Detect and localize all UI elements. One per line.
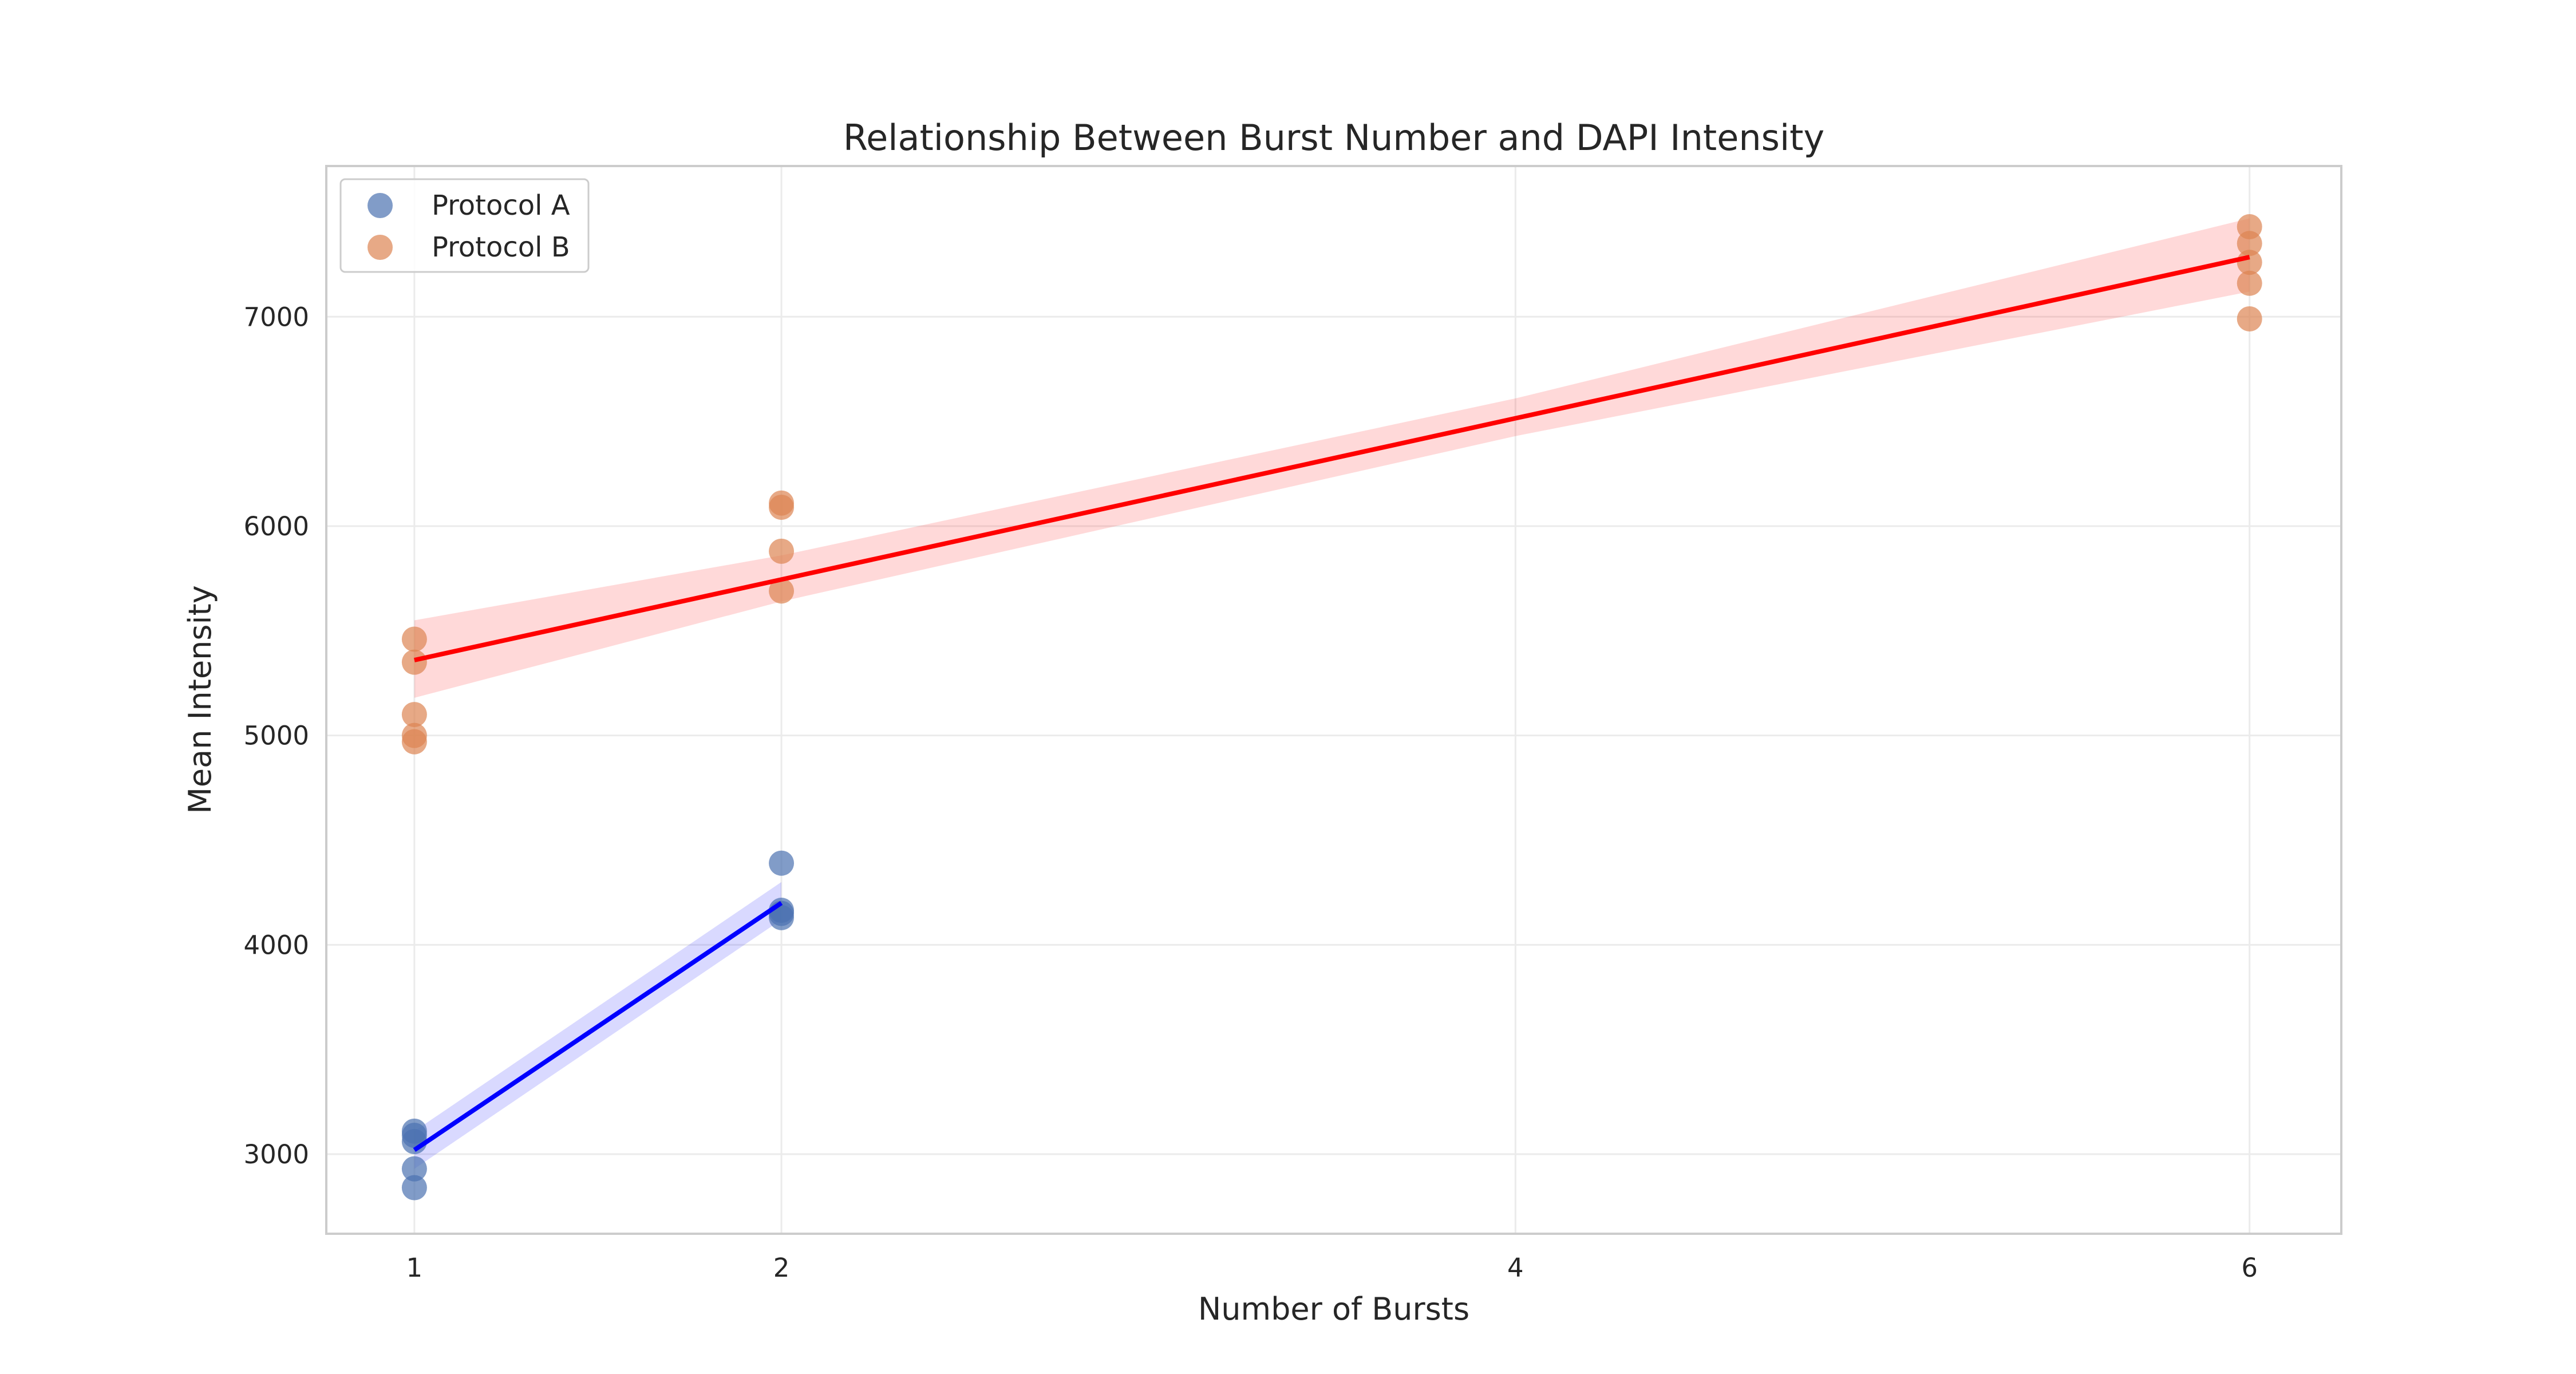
y-tick-label: 7000 <box>243 302 309 332</box>
y-axis-label: Mean Intensity <box>182 585 218 814</box>
data-point-protocol-a <box>401 1175 427 1201</box>
regression-lines <box>413 255 2250 1152</box>
data-point-protocol-a <box>401 1156 427 1182</box>
y-tick-label: 5000 <box>243 721 309 751</box>
data-point-protocol-b <box>769 538 795 564</box>
data-point-protocol-a <box>769 905 795 930</box>
tick-labels: 1 2 4 6 3000 4000 5000 6000 7000 <box>243 302 2258 1283</box>
x-tick-label: 1 <box>406 1253 423 1283</box>
legend-box <box>339 178 590 273</box>
x-tick-label: 4 <box>1507 1253 1524 1283</box>
regression-line-protocol-b <box>414 255 2250 662</box>
y-tick-label: 4000 <box>243 930 309 960</box>
data-points <box>401 214 2262 1201</box>
y-tick-label: 6000 <box>243 511 309 542</box>
data-point-protocol-b <box>401 649 427 675</box>
data-point-protocol-b <box>2237 231 2262 256</box>
y-tick-label: 3000 <box>243 1139 309 1170</box>
data-point-protocol-b <box>401 626 427 652</box>
legend-label-protocol-b: Protocol B <box>432 231 570 263</box>
legend-marker-protocol-b <box>368 235 393 260</box>
x-tick-label: 6 <box>2241 1253 2258 1283</box>
x-axis-label: Number of Bursts <box>1198 1291 1469 1327</box>
data-point-protocol-b <box>2237 250 2262 275</box>
chart-title: Relationship Between Burst Number and DA… <box>843 117 1824 159</box>
data-point-protocol-b <box>401 702 427 728</box>
data-point-protocol-a <box>769 850 795 876</box>
data-point-protocol-b <box>2237 270 2262 296</box>
regression-line-protocol-a <box>413 901 783 1152</box>
data-point-protocol-b <box>2237 306 2262 331</box>
legend-marker-protocol-a <box>368 193 393 218</box>
plot-area <box>326 166 2341 1234</box>
data-point-protocol-b <box>401 729 427 755</box>
legend: Protocol A Protocol B <box>339 178 590 273</box>
data-point-protocol-b <box>769 495 795 520</box>
grid-lines <box>326 166 2341 1234</box>
plot-frame <box>325 165 2342 1235</box>
legend-label-protocol-a: Protocol A <box>432 189 570 222</box>
x-tick-label: 2 <box>773 1253 790 1283</box>
data-point-protocol-b <box>769 578 795 604</box>
